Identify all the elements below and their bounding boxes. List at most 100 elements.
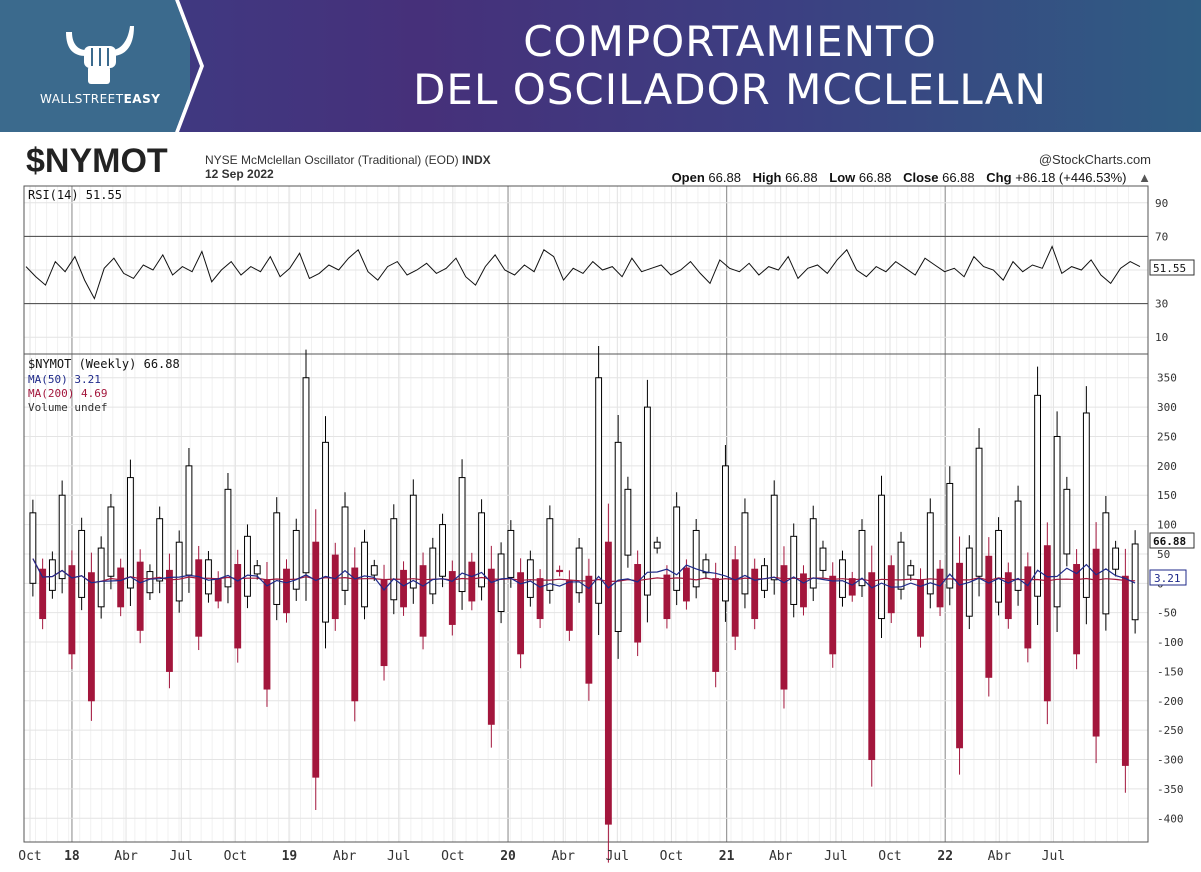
candle-body: [390, 518, 398, 601]
candle-body: [985, 555, 993, 678]
candle-body: [907, 565, 915, 576]
stockcharts-credit: @StockCharts.com: [1038, 152, 1151, 167]
candle-body: [322, 441, 329, 623]
brand-wordmark: WALLSTREETEASY: [40, 92, 161, 106]
candle-body: [244, 535, 251, 597]
candle-body: [546, 518, 554, 591]
candle-body: [643, 406, 651, 596]
x-tick-label: Oct: [878, 849, 901, 864]
candle-body: [692, 529, 700, 588]
ohlc-readout: Open 66.88 High 66.88 Low 66.88 Close 66…: [671, 170, 1151, 185]
candle-body: [800, 573, 807, 608]
candle-body: [1004, 572, 1012, 620]
header-banner: WALLSTREETEASY COMPORTAMIENTO DEL OSCILA…: [0, 0, 1201, 132]
candle-body: [517, 572, 525, 655]
ma200-legend: MA(200) 4.69: [28, 387, 107, 400]
candle-body: [722, 465, 729, 602]
price-y-tick-label: -100: [1157, 636, 1184, 649]
price-y-tick-label: -300: [1157, 754, 1184, 767]
candle-body: [926, 512, 934, 595]
ma50-legend: MA(50) 3.21: [28, 373, 101, 386]
candle-body: [409, 494, 417, 589]
x-tick-label: Jul: [1042, 849, 1065, 864]
price-y-tick-label: -50: [1157, 607, 1177, 620]
candle-body: [614, 441, 622, 632]
candle-body: [1121, 575, 1129, 766]
rsi-layer: [25, 245, 1141, 300]
x-tick-label: Jul: [170, 849, 193, 864]
price-last-value: 66.88: [1153, 535, 1186, 548]
candle-body: [887, 565, 895, 614]
candle-body: [595, 377, 603, 604]
x-tick-label: 22: [937, 849, 953, 864]
candle-body: [1024, 566, 1032, 649]
candle-body: [936, 568, 944, 608]
candle-body: [68, 565, 76, 655]
x-tick-label: Abr: [769, 849, 793, 864]
candle-body: [1034, 394, 1042, 597]
x-tick-label: Oct: [441, 849, 464, 864]
candle-body: [351, 567, 359, 702]
candle-body: [682, 567, 690, 602]
candle-body: [565, 580, 573, 631]
x-tick-label: Abr: [114, 849, 138, 864]
candle-body: [790, 535, 798, 605]
candle-body: [1082, 412, 1090, 598]
candle-body: [848, 578, 856, 596]
candle-body: [1053, 435, 1061, 608]
candle-body: [126, 477, 134, 589]
price-panel-frame: [23, 353, 1149, 843]
candle-body: [741, 512, 749, 595]
candle-body: [448, 571, 456, 625]
candle-body: [1063, 488, 1071, 555]
candle-body: [39, 568, 47, 620]
candle-body: [292, 529, 300, 590]
x-tick-label: 20: [500, 849, 516, 864]
candle-body: [946, 482, 954, 589]
x-tick-label: 19: [282, 849, 298, 864]
ticker-symbol: $NYMOT: [26, 142, 168, 180]
candle-body: [439, 524, 446, 577]
price-y-tick-label: 300: [1157, 401, 1177, 414]
candle-body: [419, 565, 427, 637]
candle-body: [117, 567, 125, 608]
candle-body: [380, 579, 388, 667]
candle-body: [78, 529, 86, 598]
candle-body: [234, 564, 242, 649]
candle-body: [1102, 512, 1110, 615]
price-y-tick-label: -250: [1157, 724, 1184, 737]
chart-date: 12 Sep 2022: [205, 167, 274, 181]
candle-body: [185, 465, 193, 576]
volume-legend: Volume undef: [28, 401, 107, 414]
candle-body: [468, 561, 476, 602]
candle-body: [253, 565, 261, 575]
rsi-last-value-box: [1149, 259, 1195, 276]
candle-body: [809, 518, 817, 589]
candle-body: [429, 547, 437, 595]
rsi-y-tick-label: 70: [1155, 230, 1168, 243]
ma50-last-value-box: [1149, 569, 1187, 586]
candle-body: [634, 564, 642, 643]
candle-body: [897, 541, 905, 590]
candle-body: [829, 575, 837, 655]
x-tick-label: Jul: [387, 849, 410, 864]
x-tick-label: Abr: [333, 849, 357, 864]
candle-body: [273, 512, 281, 605]
x-tick-label: Oct: [18, 849, 41, 864]
candle-body: [175, 541, 183, 602]
candle-body: [917, 579, 924, 637]
candle-body: [770, 494, 778, 581]
ma50-line: [32, 558, 1136, 591]
candle-body: [341, 506, 349, 591]
candle-body: [673, 506, 681, 591]
candle-body: [263, 579, 271, 690]
candle-body: [1112, 547, 1120, 570]
candle-body: [868, 572, 876, 761]
candle-body: [556, 569, 564, 573]
candle-body: [995, 529, 1002, 603]
candle-body: [205, 559, 212, 595]
candle-body: [29, 512, 37, 584]
x-tick-label: Abr: [551, 849, 575, 864]
bull-fist-icon: [66, 26, 134, 84]
